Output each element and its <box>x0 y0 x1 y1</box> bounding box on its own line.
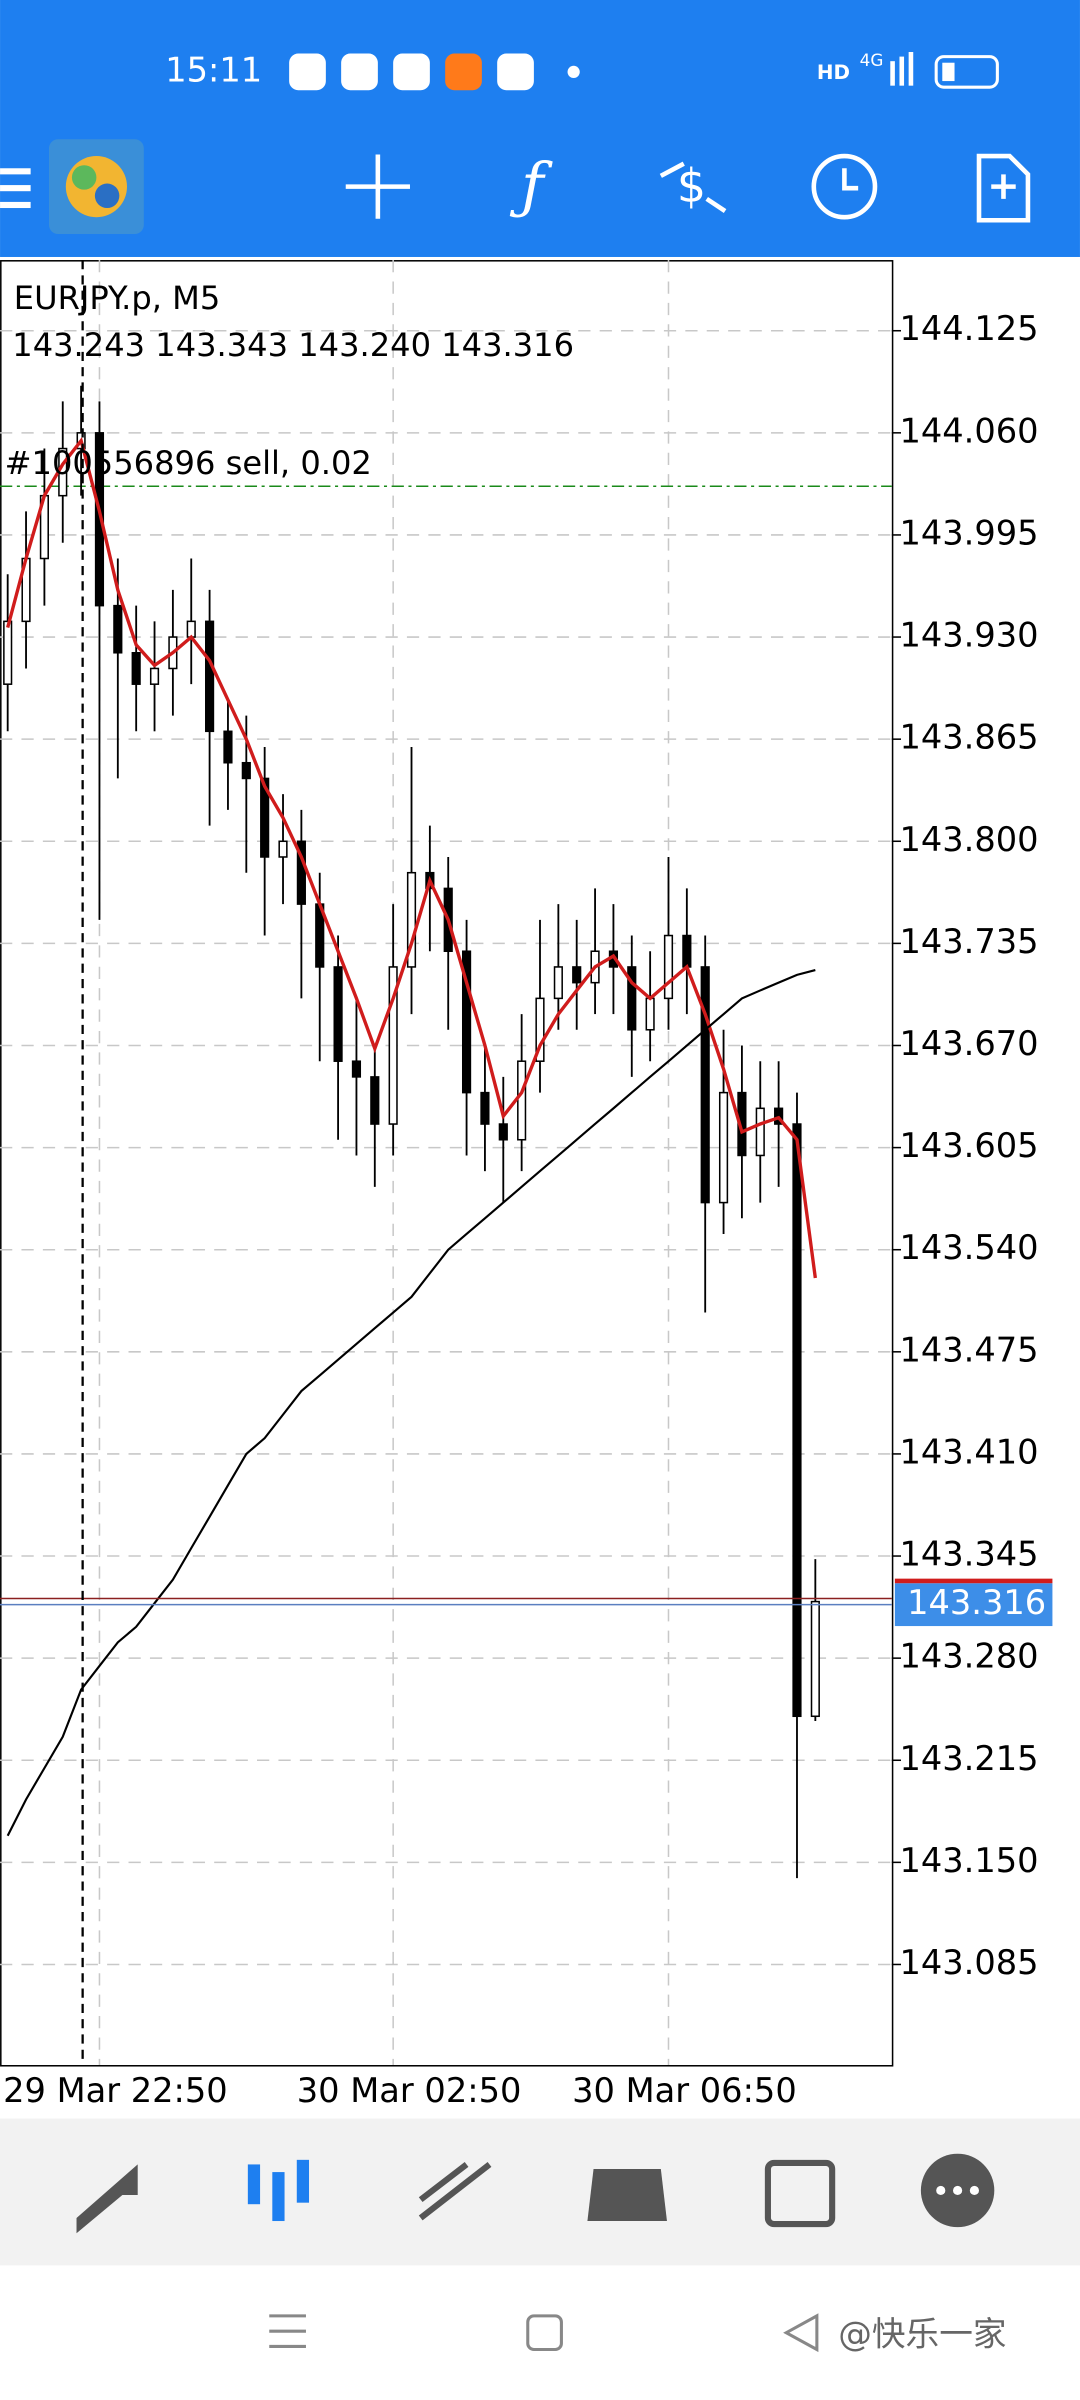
template-button[interactable] <box>976 153 1031 223</box>
candle-body <box>205 620 215 733</box>
y-tick-label: 144.060 <box>899 411 1038 450</box>
menu-button[interactable] <box>0 168 31 209</box>
y-tick-label: 143.995 <box>899 513 1038 552</box>
moving-average <box>6 969 816 1837</box>
x-tick-label: 30 Mar 02:50 <box>297 2071 522 2110</box>
y-tick-label: 143.475 <box>899 1330 1038 1369</box>
candle-body <box>572 966 582 984</box>
x-tick-label: 30 Mar 06:50 <box>572 2071 797 2110</box>
candle-body <box>682 934 692 968</box>
candle-body <box>241 761 251 780</box>
bid-tag <box>894 1583 1053 1627</box>
candle-body <box>113 604 123 654</box>
y-tick-label: 143.865 <box>899 718 1038 757</box>
candle-body <box>149 667 160 685</box>
candle-body <box>700 966 710 1204</box>
order-label: #100556896 sell, 0.02 <box>5 444 372 482</box>
y-tick-label: 143.800 <box>899 820 1038 859</box>
y-tick-label: 143.540 <box>899 1228 1038 1267</box>
y-tick-label: 143.410 <box>899 1432 1038 1471</box>
candle-body <box>810 1600 820 1718</box>
header-bg <box>0 0 1080 257</box>
candle-body <box>792 1123 802 1718</box>
history-tab[interactable] <box>587 2169 667 2222</box>
candle-body <box>406 871 417 968</box>
crosshair-button[interactable] <box>345 154 410 219</box>
y-tick-label: 143.735 <box>899 922 1038 961</box>
candle-body <box>755 1107 765 1157</box>
chart-title: EURJPY.p, M5 <box>14 279 220 317</box>
svg-text:$: $ <box>677 159 706 213</box>
candle-body <box>3 620 13 685</box>
status-icons <box>289 52 999 91</box>
candle-body <box>498 1123 508 1141</box>
candle-body <box>517 1060 527 1141</box>
bottom-nav <box>0 2118 1080 2266</box>
candle-body <box>296 840 306 905</box>
candle-body <box>131 651 141 685</box>
news-tab[interactable] <box>764 2159 836 2228</box>
y-tick-label: 143.930 <box>899 616 1038 655</box>
y-tick-label: 143.280 <box>899 1637 1038 1676</box>
candle-body <box>260 777 270 858</box>
moving-average <box>6 436 818 1279</box>
app-logo[interactable] <box>48 139 144 235</box>
y-tick-label: 143.150 <box>899 1841 1038 1880</box>
candle-body <box>663 934 674 1000</box>
candle-body <box>333 966 343 1062</box>
chat-tab[interactable] <box>920 2153 995 2228</box>
y-tick-label: 144.125 <box>899 309 1038 348</box>
trade-button[interactable]: $ <box>659 159 727 213</box>
system-nav <box>269 2313 819 2353</box>
y-tick-label: 143.215 <box>899 1739 1038 1778</box>
candle-body <box>370 1076 380 1125</box>
x-tick-label: 29 Mar 22:50 <box>3 2071 228 2110</box>
candle-body <box>223 730 233 764</box>
ohlc-text: 143.243 143.343 143.240 143.316 <box>12 326 574 364</box>
candle-body <box>553 966 563 1000</box>
y-tick-label: 143.085 <box>899 1943 1038 1982</box>
candle-body <box>351 1060 362 1078</box>
status-time: 15:11 <box>165 50 262 89</box>
candle-body <box>278 840 288 858</box>
y-tick-label: 143.605 <box>899 1126 1038 1165</box>
ask-marker <box>894 1578 1053 1584</box>
candle-body <box>627 966 637 1031</box>
period-button[interactable] <box>811 153 878 220</box>
candle-body <box>480 1091 490 1125</box>
candle-body <box>94 432 105 607</box>
candle-body <box>645 997 655 1031</box>
candle-body <box>461 950 472 1094</box>
status-hd: HD <box>817 61 850 84</box>
quotes-tab[interactable] <box>76 2164 138 2234</box>
watermark: @快乐一家 <box>838 2314 1006 2353</box>
chart-tab[interactable] <box>247 2159 310 2222</box>
candle-body <box>186 620 196 638</box>
bid-tag-label: 143.316 <box>907 1583 1046 1622</box>
candle-body <box>388 966 398 1125</box>
trade-tab[interactable] <box>418 2162 492 2221</box>
chart-frame <box>0 260 894 2067</box>
status-network: 4G <box>860 50 884 70</box>
y-tick-label: 143.670 <box>899 1024 1038 1063</box>
candle-body <box>535 997 545 1062</box>
candle-body <box>718 1091 729 1204</box>
y-tick-label: 143.345 <box>899 1535 1038 1574</box>
